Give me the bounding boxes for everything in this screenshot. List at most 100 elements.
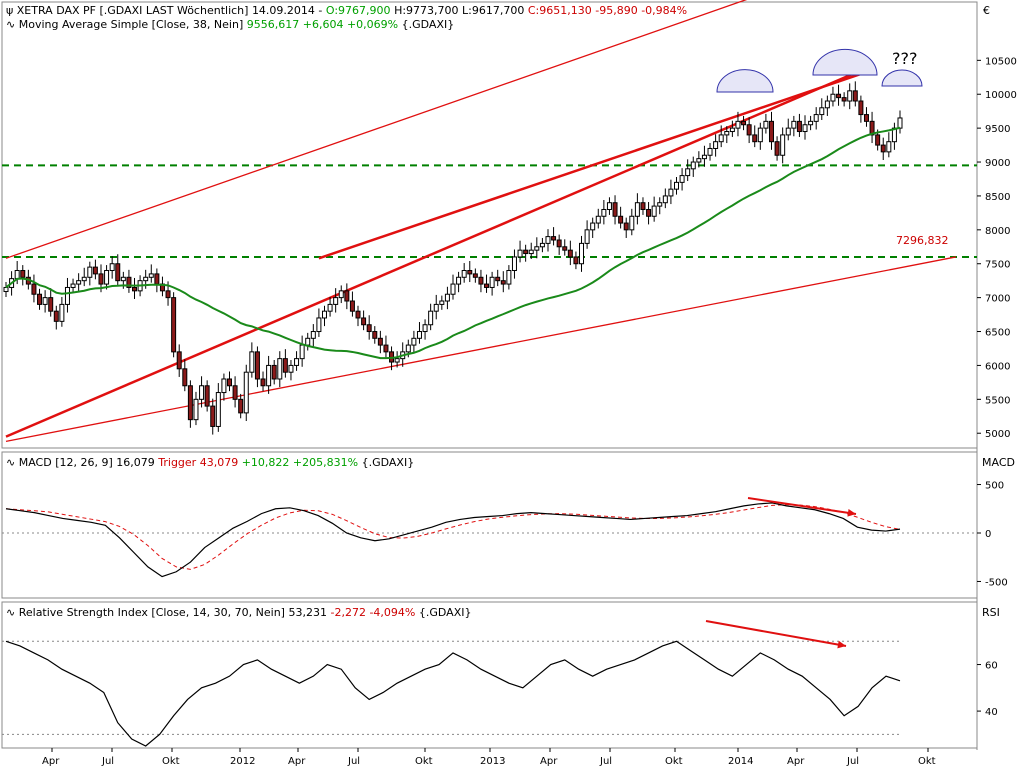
candle-body bbox=[126, 276, 132, 288]
candle-body bbox=[405, 344, 411, 353]
candle-body bbox=[53, 310, 59, 322]
shoulder-arc bbox=[881, 69, 923, 87]
candle-body bbox=[729, 127, 735, 133]
candle-body bbox=[634, 202, 640, 217]
price-y-tick-label: 10500 bbox=[985, 56, 1017, 67]
candle-body bbox=[444, 293, 450, 302]
macd-header-change: +10,822 bbox=[242, 456, 290, 469]
x-axis-label: Jul bbox=[347, 756, 360, 767]
candle-body bbox=[210, 405, 216, 427]
candle-body bbox=[819, 107, 825, 116]
moving-average-line bbox=[5, 126, 901, 360]
candle-body bbox=[215, 392, 221, 427]
rsi-panel-frame bbox=[1, 601, 978, 749]
candle-body bbox=[148, 273, 154, 278]
x-axis-label: Okt bbox=[665, 756, 683, 767]
candle-body bbox=[796, 120, 802, 133]
x-axis-label: Jul bbox=[846, 756, 859, 767]
macd-y-tick-label: 0 bbox=[985, 529, 991, 540]
macd-line bbox=[5, 502, 901, 578]
candle-body bbox=[875, 134, 881, 146]
price-y-tick-label: 5500 bbox=[985, 395, 1010, 406]
candle-body bbox=[327, 303, 333, 312]
candle-body bbox=[780, 134, 786, 156]
price-y-tick-label: 5000 bbox=[985, 429, 1010, 440]
price-y-tick-label: 9500 bbox=[985, 124, 1010, 135]
candle-body bbox=[690, 161, 696, 170]
candle-body bbox=[271, 364, 277, 380]
candle-body bbox=[182, 368, 188, 387]
candle-body bbox=[528, 249, 534, 255]
rsi-marks bbox=[2, 620, 901, 747]
candle-body bbox=[618, 215, 624, 224]
annotation-value: 7296,832 bbox=[896, 234, 949, 247]
candle-body bbox=[629, 215, 635, 231]
candle-body bbox=[774, 141, 780, 156]
candle-body bbox=[802, 124, 808, 133]
macd-header-name: MACD [12, 26, 9] bbox=[19, 456, 113, 469]
ma-header-value: 9556,617 bbox=[247, 18, 300, 31]
rsi-header: ∿ Relative Strength Index [Close, 14, 30… bbox=[6, 606, 471, 619]
rsi-header-value: 53,231 bbox=[288, 606, 327, 619]
candle-body bbox=[349, 300, 355, 312]
candle-body bbox=[584, 229, 590, 244]
main-price-marks bbox=[2, 0, 977, 442]
price-y-tick-label: 6500 bbox=[985, 328, 1010, 339]
divergence-arrow-shaft bbox=[747, 497, 857, 515]
candle-body bbox=[199, 385, 205, 400]
candle-body bbox=[869, 120, 875, 136]
x-axis-label: Okt bbox=[415, 756, 433, 767]
x-axis-label: Okt bbox=[162, 756, 180, 767]
candle-body bbox=[143, 276, 149, 282]
candle-body bbox=[316, 317, 322, 333]
candle-body bbox=[511, 256, 517, 272]
candle-body bbox=[338, 290, 344, 299]
candle-body bbox=[70, 283, 76, 288]
candle-body bbox=[813, 114, 819, 122]
candle-body bbox=[556, 239, 562, 248]
main-header-change: -95,890 bbox=[595, 4, 637, 17]
macd-y-tick-label: 500 bbox=[985, 481, 1004, 492]
macd-panel-frame bbox=[1, 451, 978, 599]
candle-body bbox=[595, 215, 601, 224]
ma-header-name: Moving Average Simple [Close, 38, Nein] bbox=[19, 18, 244, 31]
candle-body bbox=[154, 273, 160, 285]
candle-body bbox=[674, 181, 679, 190]
axis-marks: 10500 10000 9500 9000 8500 8000 7500 7000 6500 60… bbox=[42, 56, 1017, 767]
candle-body bbox=[506, 270, 512, 285]
price-y-tick-label: 10000 bbox=[985, 90, 1017, 101]
candle-body bbox=[640, 202, 646, 210]
trend-line bbox=[5, 69, 862, 438]
rsi-line bbox=[5, 640, 901, 747]
candle-body bbox=[37, 293, 43, 305]
candle-body bbox=[701, 154, 707, 160]
ma-header-symbol: {.GDAXI} bbox=[402, 18, 455, 31]
candle-body bbox=[696, 158, 702, 163]
macd-header-trigger-value: 43,079 bbox=[200, 456, 239, 469]
rsi-header-change-pct: -4,094% bbox=[369, 606, 415, 619]
candle-body bbox=[484, 283, 490, 288]
candle-body bbox=[238, 398, 244, 414]
candle-body bbox=[724, 131, 730, 136]
candle-body bbox=[808, 120, 814, 126]
candle-body bbox=[590, 222, 596, 231]
macd-header: ∿ MACD [12, 26, 9] 16,079 Trigger 43,079… bbox=[6, 456, 414, 469]
candle-body bbox=[310, 331, 316, 339]
candle-body bbox=[791, 120, 797, 129]
candle-body bbox=[461, 270, 467, 278]
candle-body bbox=[31, 283, 37, 295]
candle-body bbox=[98, 273, 104, 285]
x-axis-label: Jul bbox=[101, 756, 114, 767]
main-header-name: XETRA DAX PF [.GDAXI LAST Wöchentlich] bbox=[17, 4, 249, 17]
macd-trigger-line bbox=[5, 504, 901, 570]
rsi-header-symbol: {.GDAXI} bbox=[419, 606, 472, 619]
macd-header-change-pct: +205,831% bbox=[293, 456, 358, 469]
main-header-close: C:9651,130 bbox=[528, 4, 592, 17]
candle-body bbox=[562, 246, 568, 251]
macd-header-trigger-name: Trigger bbox=[157, 456, 196, 469]
candle-body bbox=[612, 202, 618, 217]
candle-body bbox=[433, 303, 439, 312]
candle-body bbox=[685, 168, 691, 177]
candle-body bbox=[3, 286, 9, 293]
